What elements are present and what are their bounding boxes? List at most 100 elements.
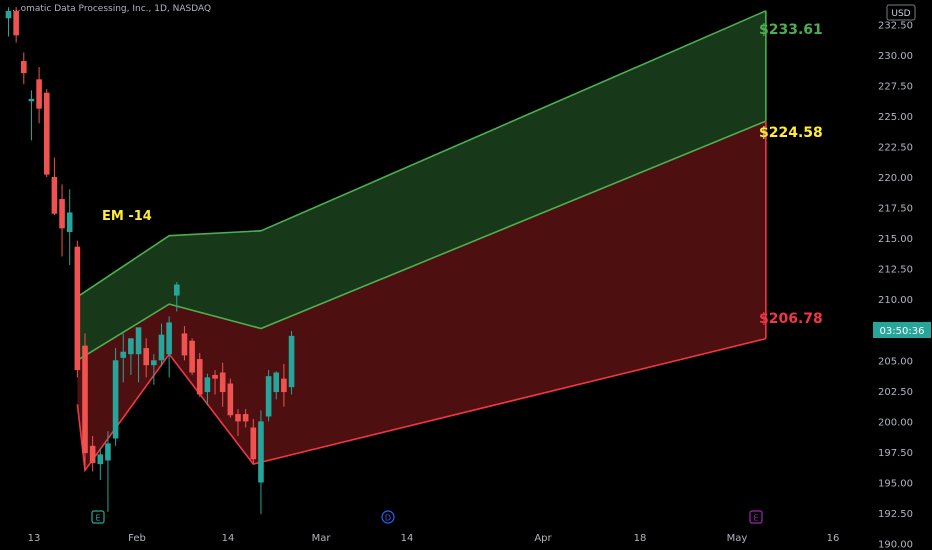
candle	[51, 157, 58, 215]
dividend-marker[interactable]: D	[381, 510, 395, 524]
candle-body	[66, 212, 73, 233]
candle	[151, 354, 157, 385]
candle-body	[13, 10, 19, 36]
candle-body	[51, 177, 58, 214]
candle	[21, 52, 27, 85]
candle-body	[181, 333, 188, 356]
em-label: EM -14	[102, 209, 152, 224]
candle	[143, 338, 149, 378]
candle-body	[120, 351, 127, 358]
candle	[235, 409, 241, 437]
price-axis[interactable]: 232.50 230.00 227.50 225.00 222.50 220.00 217.…	[878, 20, 913, 550]
candle-body	[288, 335, 295, 388]
candle-body	[135, 327, 142, 355]
price-tick-label: 190.00	[878, 540, 913, 550]
candle-body	[112, 360, 119, 439]
price-tick-label: 200.00	[878, 417, 913, 428]
candle-body	[151, 360, 157, 366]
candle-body	[265, 376, 272, 417]
candle	[128, 338, 134, 375]
candle-body	[82, 345, 88, 454]
lower-price-label: $206.78	[759, 311, 823, 327]
marker-label: E	[95, 514, 100, 523]
candle	[59, 184, 65, 257]
candle-body	[258, 421, 264, 483]
candle	[273, 371, 280, 400]
candle-body	[250, 427, 257, 460]
price-tick-label: 202.50	[878, 387, 913, 398]
price-tick-label: 192.50	[878, 509, 913, 520]
marker-label: E	[753, 514, 758, 523]
candle	[82, 333, 88, 471]
price-tick-label: 205.00	[878, 356, 913, 367]
candle-body	[166, 322, 172, 355]
currency-badge[interactable]: USD	[886, 4, 916, 21]
candle	[204, 373, 211, 406]
time-tick-label: Feb	[128, 533, 146, 544]
time-tick-label: Mar	[312, 533, 332, 544]
countdown-label: 03:50:36	[880, 326, 925, 337]
candle-body	[174, 284, 180, 296]
candle	[158, 323, 165, 367]
candle-body	[281, 378, 287, 393]
candlesticks	[5, 7, 295, 515]
candle-body	[74, 246, 81, 371]
candle-body	[196, 359, 203, 395]
candle	[250, 418, 257, 465]
candle	[189, 338, 195, 375]
candle	[97, 448, 104, 481]
candle-body	[235, 414, 241, 422]
candle-body	[28, 98, 35, 102]
candle	[36, 67, 42, 124]
time-tick-label: May	[727, 533, 748, 544]
price-tick-label: 232.50	[878, 20, 913, 31]
price-tick-label: 195.00	[878, 478, 913, 489]
candle	[89, 436, 96, 472]
candle	[258, 410, 264, 515]
price-tick-label: 197.50	[878, 448, 913, 459]
upper-band-line	[76, 10, 767, 298]
currency-label: USD	[891, 9, 910, 19]
candle	[66, 189, 73, 266]
candle-body	[143, 348, 149, 366]
marker-label: D	[385, 514, 391, 523]
candle-body	[189, 340, 195, 373]
candle	[28, 90, 35, 141]
candle	[174, 282, 180, 312]
candle	[13, 7, 19, 43]
price-tick-label: 220.00	[878, 173, 913, 184]
candle	[219, 362, 226, 407]
candle-body	[242, 414, 249, 422]
earnings-marker[interactable]: E	[91, 510, 105, 524]
candle-body	[212, 374, 218, 379]
upper-band-fill	[77, 10, 766, 361]
candle	[212, 370, 218, 395]
candle	[196, 352, 203, 397]
candle	[105, 431, 111, 512]
candle-body	[36, 79, 42, 109]
symbol-title: ...omatic Data Processing, Inc., 1D, NAS…	[12, 4, 212, 14]
candle-body	[59, 199, 65, 229]
price-tick-label: 227.50	[878, 81, 913, 92]
candle	[43, 89, 50, 178]
price-tick-label: 210.00	[878, 295, 913, 306]
candle	[288, 330, 295, 395]
earnings-marker[interactable]: E	[749, 510, 763, 524]
time-tick-label: 18	[634, 533, 647, 544]
price-tick-label: 225.00	[878, 112, 913, 123]
candle	[135, 327, 142, 383]
candle	[265, 370, 272, 422]
price-tick-label: 222.50	[878, 142, 913, 153]
countdown-badge: 03:50:36	[873, 322, 931, 338]
candle-body	[97, 454, 104, 465]
time-tick-label: 14	[401, 533, 414, 544]
time-tick-label: 16	[827, 533, 840, 544]
candle	[242, 409, 249, 428]
time-axis[interactable]: 13 Feb 14 Mar 14 Apr 18 May 16	[28, 533, 840, 544]
middle-price-label: $224.58	[759, 125, 823, 141]
price-tick-label: 230.00	[878, 51, 913, 62]
candle-body	[105, 443, 111, 461]
price-tick-label: 215.00	[878, 234, 913, 245]
